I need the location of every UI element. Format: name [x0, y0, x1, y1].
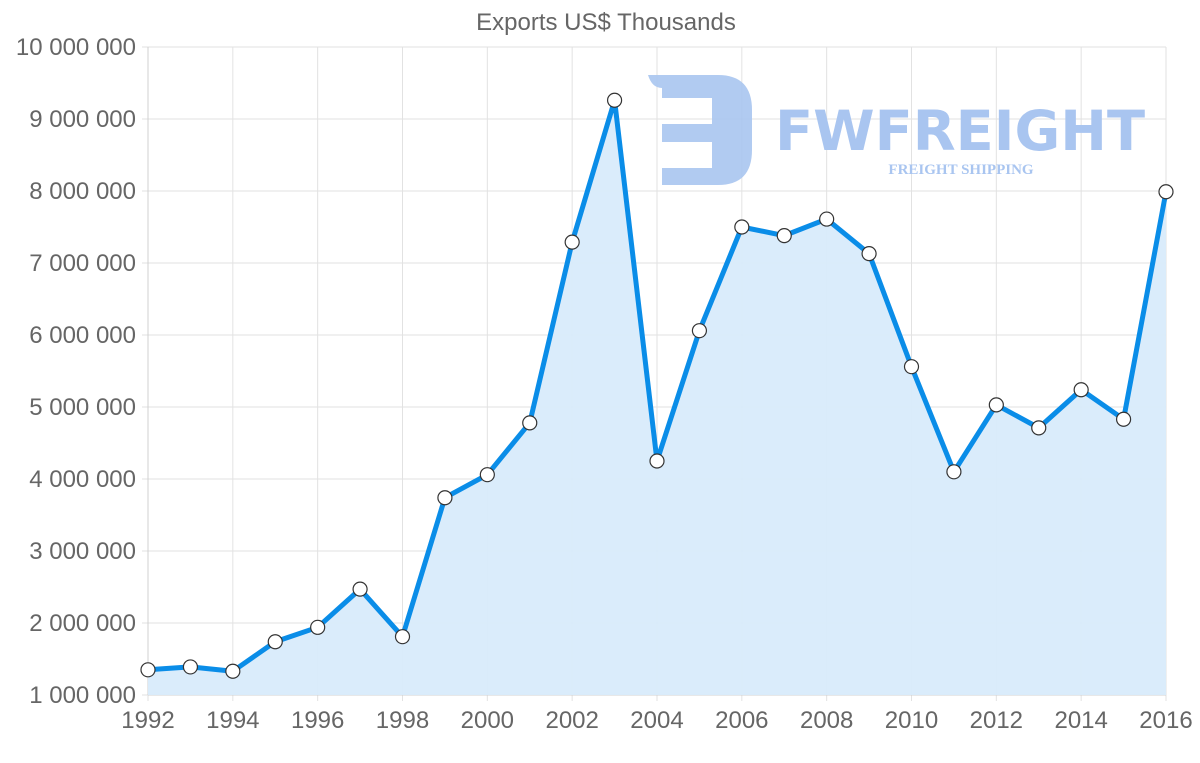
y-tick-label: 8 000 000: [29, 178, 136, 205]
x-tick-label: 2014: [1054, 707, 1107, 734]
x-tick-label: 1998: [376, 707, 429, 734]
y-tick-label: 7 000 000: [29, 250, 136, 277]
data-points: [140, 92, 1174, 679]
area-fill: [148, 100, 1166, 695]
data-point-marker[interactable]: [267, 634, 283, 650]
data-point-marker[interactable]: [776, 228, 792, 244]
data-point-marker[interactable]: [564, 234, 580, 250]
data-point-marker[interactable]: [1158, 184, 1174, 200]
x-tick-label: 2016: [1139, 707, 1192, 734]
data-point-marker[interactable]: [352, 581, 368, 597]
x-tick-label: 1996: [291, 707, 344, 734]
x-axis-labels: 1992 1994 1996 1998 2000 2002 2004 2006 2008 2010…: [121, 707, 1192, 734]
x-tick-label: 2010: [885, 707, 938, 734]
data-point-marker[interactable]: [1073, 382, 1089, 398]
data-point-marker[interactable]: [1115, 411, 1132, 427]
y-tick-label: 2 000 000: [29, 610, 136, 637]
x-tick-label: 2004: [630, 707, 683, 734]
data-point-marker[interactable]: [310, 619, 326, 635]
fw-logo-icon: [648, 75, 752, 185]
y-axis-labels: 1 000 000 2 000 000 3 000 000 4 000 000 5 00…: [16, 34, 136, 709]
y-tick-label: 4 000 000: [29, 466, 136, 493]
data-point-marker[interactable]: [903, 359, 920, 375]
y-tick-label: 3 000 000: [29, 538, 136, 565]
data-point-marker[interactable]: [522, 415, 538, 431]
x-tick-label: 1992: [121, 707, 174, 734]
y-tick-label: 10 000 000: [16, 34, 136, 61]
chart-title: Exports US$ Thousands: [476, 9, 736, 36]
data-point-marker[interactable]: [437, 490, 453, 506]
watermark-logo: FWFREIGHT FREIGHT SHIPPING: [648, 75, 1145, 185]
watermark-tagline: FREIGHT SHIPPING: [888, 162, 1033, 178]
x-tick-label: 2008: [800, 707, 853, 734]
data-point-marker[interactable]: [182, 659, 199, 675]
data-point-marker[interactable]: [479, 467, 495, 483]
data-point-marker[interactable]: [691, 323, 708, 339]
data-point-marker[interactable]: [649, 453, 665, 469]
x-tick-label: 2012: [970, 707, 1023, 734]
data-point-marker[interactable]: [225, 663, 241, 679]
x-tick-label: 1994: [206, 707, 259, 734]
x-tick-label: 2000: [461, 707, 514, 734]
y-tick-label: 1 000 000: [29, 682, 136, 709]
data-point-marker[interactable]: [606, 92, 623, 108]
x-tick-label: 2006: [715, 707, 768, 734]
data-point-marker[interactable]: [988, 397, 1004, 413]
data-point-marker[interactable]: [861, 246, 877, 262]
y-tick-label: 5 000 000: [29, 394, 136, 421]
data-point-marker[interactable]: [394, 629, 411, 645]
x-tick-label: 2002: [545, 707, 598, 734]
watermark-brand: FWFREIGHT: [775, 99, 1145, 163]
y-tick-label: 6 000 000: [29, 322, 136, 349]
data-point-marker[interactable]: [734, 219, 750, 235]
data-point-marker[interactable]: [819, 211, 835, 227]
y-tick-label: 9 000 000: [29, 106, 136, 133]
data-point-marker[interactable]: [946, 464, 962, 480]
data-point-marker[interactable]: [140, 662, 156, 678]
data-point-marker[interactable]: [1031, 420, 1047, 436]
